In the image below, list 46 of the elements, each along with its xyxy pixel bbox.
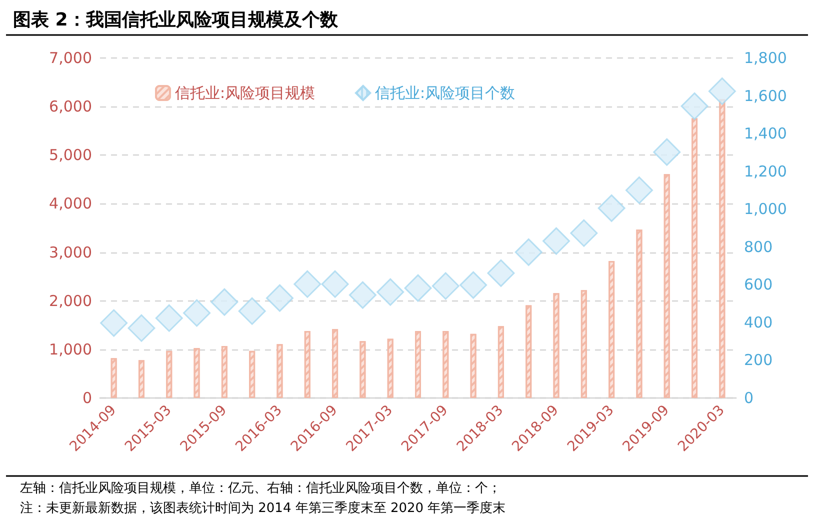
y-tick-label: 2,000: [49, 292, 92, 310]
y2-tick-label: 600: [744, 276, 773, 294]
point: [128, 314, 156, 342]
y2-tick-label: 0: [744, 389, 754, 407]
point: [404, 274, 432, 302]
text: 注：未更新最新数据，该图表统计时间为 2014 年第三季度末至 2020 年第一季度末: [20, 500, 506, 516]
point: [183, 299, 211, 327]
point: [460, 271, 488, 299]
point: [598, 194, 626, 222]
y-tick-label: 1,000: [49, 340, 92, 358]
y2-tick-label: 1,000: [744, 200, 787, 218]
y2-tick-label: 1,800: [744, 49, 787, 67]
y2-tick-label: 1,400: [744, 124, 787, 143]
point: [680, 92, 708, 120]
point: [570, 219, 598, 247]
legend-label: 信托业:风险项目规模: [175, 84, 316, 102]
y-tick-label: 6,000: [49, 98, 92, 116]
text: 左轴：信托业风险项目规模，单位：亿元、右轴：信托业风险项目个数，单位：个；: [20, 481, 501, 496]
y-tick-label: 5,000: [49, 146, 92, 164]
y2-tick-label: 1,200: [744, 162, 787, 180]
point: [708, 77, 736, 105]
point: [155, 304, 183, 332]
y2-tick-label: 1,600: [744, 86, 787, 105]
y2-tick-label: 200: [744, 351, 773, 370]
point: [100, 309, 128, 337]
point: [294, 270, 322, 298]
y-tick-label: 7,000: [49, 49, 92, 67]
y-tick-label: 4,000: [49, 194, 92, 213]
point: [348, 281, 376, 309]
chart-title: 图表 2：我国信托业风险项目规模及个数: [13, 10, 339, 30]
point: [210, 288, 238, 316]
point: [432, 272, 460, 300]
point: [321, 270, 349, 298]
point: [653, 138, 681, 166]
y2-tick-label: 800: [744, 238, 773, 256]
point: [266, 284, 294, 312]
point: [238, 297, 266, 325]
point: [625, 176, 653, 204]
y2-tick-label: 400: [744, 313, 773, 332]
y-tick-label: 3,000: [49, 243, 92, 262]
point: [487, 259, 515, 287]
legend-label: 信托业:风险项目个数: [375, 84, 516, 102]
point: [376, 278, 404, 306]
point: [514, 238, 542, 266]
point: [542, 227, 570, 255]
y-tick-label: 0: [82, 389, 92, 407]
